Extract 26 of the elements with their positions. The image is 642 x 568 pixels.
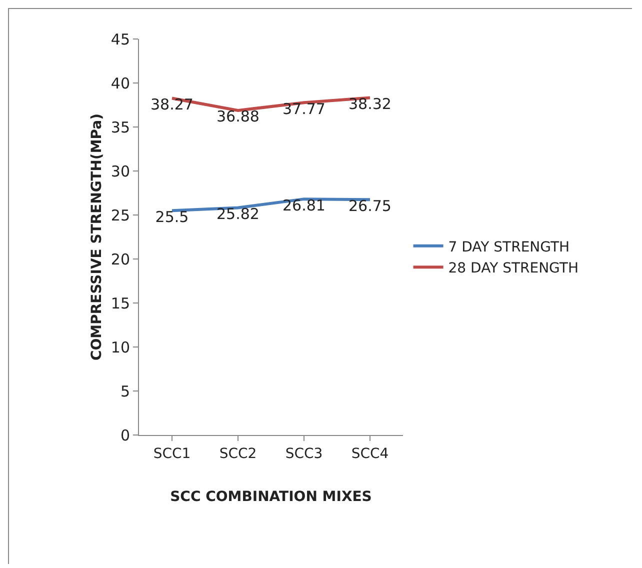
y-axis-title: COMPRESSIVE STRENGTH(MPa) (89, 114, 105, 360)
x-tick-label: SCC1 (153, 446, 191, 462)
data-label: 26.75 (348, 196, 392, 215)
y-tick-label: 25 (110, 206, 130, 224)
data-label: 38.27 (150, 95, 194, 114)
y-tick-label: 5 (120, 382, 130, 400)
data-label: 38.32 (348, 95, 392, 114)
y-tick-label: 30 (110, 162, 130, 180)
y-tick-label: 35 (110, 118, 130, 136)
y-tick-label: 10 (110, 338, 130, 356)
legend-label: 28 DAY STRENGTH (448, 260, 578, 277)
data-label: 37.77 (282, 100, 326, 118)
y-tick-label: 40 (110, 74, 130, 92)
legend-label: 7 DAY STRENGTH (448, 239, 570, 256)
y-tick-label: 45 (110, 30, 130, 48)
y-tick-label: 20 (110, 250, 130, 268)
x-tick-label: SCC4 (351, 446, 389, 462)
data-label: 25.5 (155, 208, 189, 226)
data-label: 26.81 (282, 196, 326, 214)
y-tick-label: 15 (110, 294, 130, 312)
x-tick-label: SCC2 (219, 446, 257, 462)
x-tick-label: SCC3 (285, 446, 323, 462)
data-label: 36.88 (216, 108, 260, 126)
x-axis-title: SCC COMBINATION MIXES (170, 489, 372, 506)
y-tick-label: 0 (120, 426, 130, 444)
data-label: 25.82 (216, 205, 260, 224)
